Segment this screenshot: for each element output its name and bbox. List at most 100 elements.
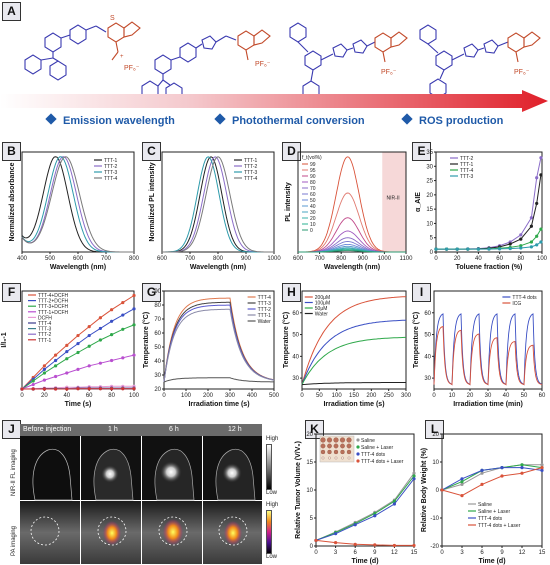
panel-label-a: A (2, 2, 21, 21)
y-axis-title: Temperature (°C) (282, 312, 290, 368)
data-point (540, 468, 544, 472)
data-point (65, 371, 69, 375)
x-tick-label: 200 (203, 393, 214, 399)
tumor-sample (347, 456, 351, 460)
chart-l: 0 3 6 9 12 15 -20 -10 0 10 20 Time (d) Relative Body… (420, 420, 550, 565)
series-line (301, 319, 407, 385)
imaging-grid (20, 436, 262, 564)
x-tick-label: 12 (391, 550, 398, 556)
data-point (412, 471, 416, 475)
data-point (121, 356, 125, 360)
diamond-icon (45, 113, 57, 125)
bullet-emission: Emission wavelength (45, 113, 175, 127)
series-line (162, 156, 274, 253)
x-tick-label: 9 (373, 550, 377, 556)
data-point (54, 387, 58, 391)
timepoint-1h: 1 h (108, 426, 118, 433)
y-tick-label: 50 (424, 333, 431, 339)
y-tick-label: 30 (424, 376, 431, 382)
y-tick-label: 70 (154, 317, 161, 323)
data-point (87, 344, 91, 348)
x-tick-label: 12 (519, 550, 526, 556)
legend-label: 70 (310, 186, 316, 192)
y-tick-label: 25 (426, 179, 433, 185)
series-line (315, 539, 414, 546)
svg-text:S: S (110, 15, 115, 22)
tumor-sample (320, 443, 326, 449)
data-point (519, 244, 523, 248)
x-tick-label: 3 (460, 550, 464, 556)
panel-label-e: E (412, 142, 431, 161)
x-tick-label: 0 (300, 393, 304, 399)
y-axis-title: α_AIE (415, 192, 422, 212)
series-line (163, 377, 274, 383)
panel-label-g: G (142, 283, 161, 302)
series-line (315, 478, 415, 541)
x-tick-label: 100 (129, 393, 140, 399)
x-tick-label: 30 (485, 393, 492, 399)
data-point (98, 316, 102, 320)
data-point (539, 156, 543, 160)
data-point (20, 387, 24, 391)
legend-label: 80 (310, 180, 316, 186)
legend-label: TTT-3 (460, 174, 474, 180)
legend-swatch (356, 438, 360, 442)
bullet-text: Photothermal conversion (232, 115, 365, 127)
legend-label: TTT-4 (460, 168, 474, 174)
plot-frame (435, 151, 543, 253)
data-point (87, 325, 91, 329)
data-point (110, 308, 114, 312)
data-point (500, 474, 504, 478)
data-point (31, 379, 35, 383)
data-point (98, 361, 102, 365)
data-point (42, 367, 47, 371)
x-tick-label: 40 (475, 256, 482, 262)
series-line (301, 336, 406, 385)
y-tick-label: 5 (430, 236, 434, 242)
y-tick-label: 15 (306, 460, 313, 466)
colorbar-fl-low: Low (266, 490, 278, 496)
x-tick-label: 6 (480, 550, 484, 556)
tumor-sample (346, 443, 352, 449)
bullet-ros: ROS production (401, 113, 503, 127)
data-point (373, 543, 377, 547)
series-line (163, 308, 275, 383)
y-tick-label: 0 (436, 488, 440, 494)
chart-i: 0 10 20 30 40 50 60 30 40 50 60 Irradiation time (m… (410, 283, 550, 418)
data-point (535, 243, 539, 247)
x-tick-label: 800 (336, 256, 347, 262)
x-axis-title: Irradiation time (s) (323, 401, 384, 408)
data-point (54, 358, 58, 363)
data-point (87, 364, 91, 368)
data-point (353, 523, 357, 527)
x-tick-label: 40 (503, 393, 510, 399)
legend-label: TTT-4 dots (478, 516, 503, 522)
data-point (412, 474, 416, 478)
data-point (520, 463, 524, 467)
x-tick-label: 80 (108, 393, 115, 399)
legend-label: TTT-3 (38, 327, 52, 333)
x-tick-label: 60 (539, 393, 546, 399)
data-point (480, 482, 484, 486)
y-tick-label: 60 (424, 311, 431, 317)
nir-ii-annotation: NIR-II (387, 196, 400, 202)
tumor-sample (327, 443, 332, 449)
data-point (76, 387, 80, 391)
x-tick-label: 800 (213, 256, 224, 262)
time-header-row (20, 424, 262, 436)
y-axis-title: PL intensity (285, 182, 292, 222)
legend-label: 30 (310, 210, 316, 216)
data-point (476, 247, 480, 251)
data-point (520, 466, 524, 470)
data-point (519, 246, 523, 250)
series-line (301, 296, 407, 385)
x-tick-label: 150 (349, 393, 360, 399)
series-line (433, 313, 543, 386)
data-point (460, 494, 464, 498)
tumor-sample (320, 437, 326, 443)
data-point (110, 387, 114, 391)
data-point (54, 374, 58, 379)
x-tick-label: 300 (225, 393, 236, 399)
data-point (65, 357, 69, 361)
data-point (87, 333, 91, 338)
